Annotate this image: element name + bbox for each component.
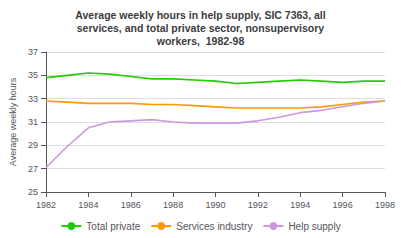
svg-text:25: 25 (28, 187, 38, 197)
svg-text:35: 35 (28, 70, 38, 80)
svg-text:Services industry: Services industry (176, 221, 252, 232)
svg-text:29: 29 (28, 140, 38, 150)
svg-text:1992: 1992 (248, 200, 268, 210)
svg-text:Average weekly hours: Average weekly hours (8, 77, 18, 166)
svg-text:1986: 1986 (121, 200, 141, 210)
svg-text:Average weekly hours in help s: Average weekly hours in help supply, SIC… (75, 9, 325, 21)
svg-text:services, and total private se: services, and total private sector, nons… (77, 22, 325, 34)
svg-text:1994: 1994 (290, 200, 310, 210)
svg-text:1998: 1998 (375, 200, 395, 210)
svg-text:workers, 1982-98: workers, 1982-98 (156, 35, 245, 47)
svg-text:1996: 1996 (333, 200, 353, 210)
svg-text:1988: 1988 (163, 200, 183, 210)
svg-text:31: 31 (28, 117, 38, 127)
svg-text:37: 37 (28, 47, 38, 57)
svg-text:1984: 1984 (78, 200, 98, 210)
svg-text:Total private: Total private (86, 221, 140, 232)
svg-text:1990: 1990 (205, 200, 225, 210)
svg-text:33: 33 (28, 94, 38, 104)
svg-text:1982: 1982 (36, 200, 56, 210)
svg-text:Help supply: Help supply (288, 221, 340, 232)
svg-text:27: 27 (28, 164, 38, 174)
